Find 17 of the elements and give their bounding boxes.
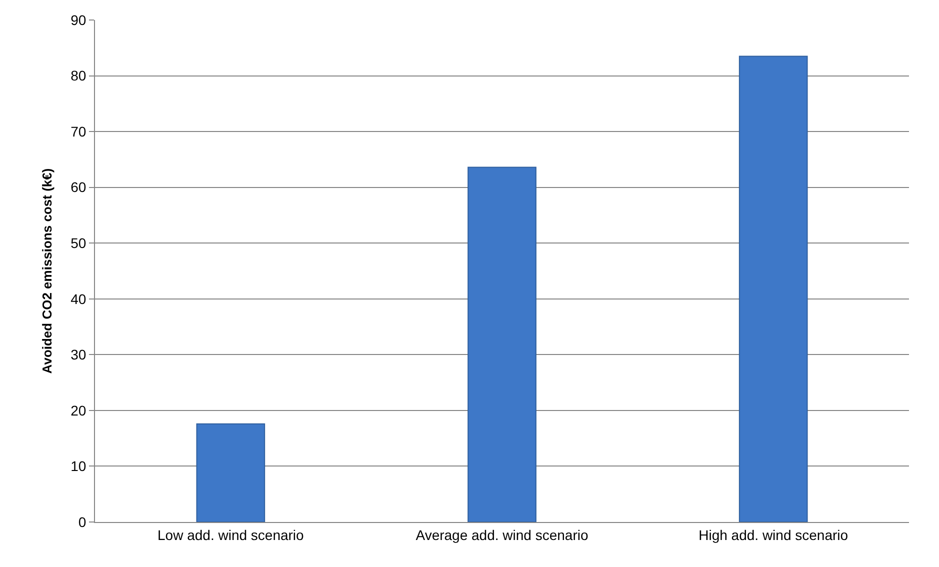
bar	[738, 56, 808, 522]
x-tick-label: High add. wind scenario	[698, 526, 848, 543]
y-tick-label: 60	[70, 179, 86, 196]
bar	[196, 423, 266, 522]
x-tick-label: Low add. wind scenario	[158, 526, 304, 543]
y-tick-label: 50	[70, 235, 86, 252]
x-tick-label: Average add. wind scenario	[416, 526, 588, 543]
y-tick-label: 70	[70, 123, 86, 140]
y-axis-title: Avoided CO2 emissions cost (k€)	[40, 168, 55, 374]
y-tick-label: 10	[70, 458, 86, 474]
y-tick-label: 90	[70, 12, 86, 28]
y-tick-label: 30	[70, 346, 86, 363]
y-tick-label: 0	[78, 514, 86, 530]
y-tick-label: 80	[70, 68, 86, 84]
bar	[468, 166, 536, 522]
y-tick-label: 20	[70, 402, 86, 418]
y-tick-label: 40	[70, 290, 86, 307]
